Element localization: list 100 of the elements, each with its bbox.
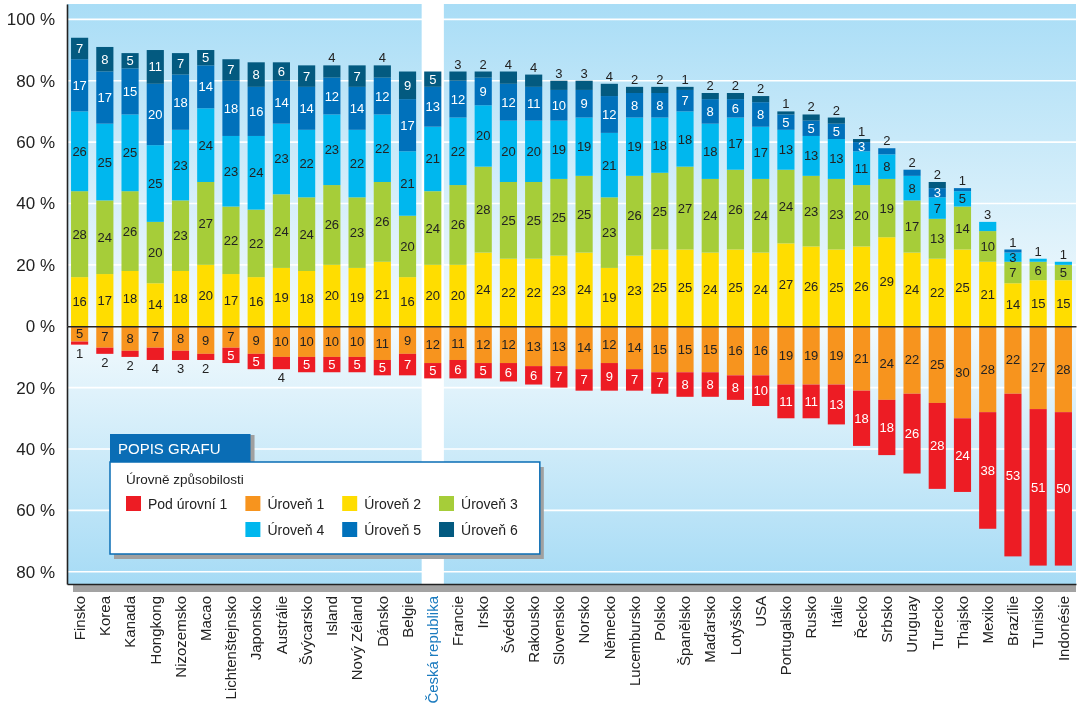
- bar: [348, 197, 366, 268]
- data-label: 17: [97, 90, 113, 106]
- data-label: 26: [854, 278, 869, 294]
- x-tick-label: Hongkong: [146, 596, 164, 665]
- x-tick-label: Tunisko: [1029, 596, 1047, 648]
- bar: [424, 126, 442, 192]
- data-label: 28: [980, 361, 995, 377]
- data-label: 22: [526, 284, 541, 300]
- data-label: 5: [328, 357, 336, 373]
- data-label: 23: [324, 142, 340, 158]
- bar: [298, 197, 316, 271]
- data-label: 25: [122, 145, 138, 161]
- data-label: 10: [324, 334, 340, 350]
- data-label: 20: [450, 288, 466, 304]
- data-label: 7: [656, 375, 664, 391]
- data-label: 4: [328, 50, 336, 66]
- bar: [71, 191, 89, 278]
- data-label: 22: [223, 232, 239, 248]
- data-label: 9: [252, 332, 260, 348]
- data-label: 3: [555, 65, 563, 81]
- data-label: 19: [778, 347, 794, 363]
- bar: [449, 185, 467, 265]
- data-label: 2: [883, 133, 891, 149]
- bar: [651, 117, 669, 173]
- bar: [625, 86, 644, 93]
- data-label: 10: [274, 334, 289, 350]
- data-label: 11: [148, 59, 163, 75]
- data-label: 24: [955, 447, 970, 463]
- x-tick-label: Německo: [600, 596, 618, 660]
- bar: [853, 185, 871, 247]
- data-label: 19: [349, 289, 365, 305]
- bar: [575, 117, 593, 176]
- data-label: 23: [803, 203, 819, 219]
- bar: [575, 80, 593, 90]
- data-label: 7: [681, 93, 689, 109]
- bar: [171, 129, 190, 201]
- data-label: 13: [803, 148, 819, 164]
- legend-title: Úrovně způsobilosti: [126, 472, 244, 487]
- data-label: 5: [429, 363, 437, 379]
- data-label: 10: [349, 334, 365, 350]
- data-label: 25: [97, 154, 113, 170]
- data-label: 9: [403, 77, 412, 93]
- data-label: 16: [728, 343, 743, 359]
- x-tick-label: Irsko: [474, 596, 492, 629]
- bar: [449, 80, 467, 118]
- data-label: 1: [958, 173, 967, 189]
- bar: [323, 114, 341, 186]
- bar: [575, 175, 593, 253]
- bar: [676, 372, 694, 397]
- data-label: 5: [429, 71, 437, 87]
- bar: [1054, 412, 1072, 566]
- y-tick-label: 20 %: [16, 255, 55, 275]
- data-label: 24: [703, 281, 718, 297]
- bar: [827, 117, 845, 124]
- data-label: 22: [450, 143, 466, 159]
- x-tick-label: Japonsko: [247, 596, 265, 661]
- x-tick-label: Uruguay: [903, 595, 921, 653]
- bar: [726, 117, 745, 170]
- data-label: 22: [904, 352, 920, 368]
- bar: [373, 114, 391, 182]
- bar: [474, 166, 492, 253]
- bar: [903, 200, 921, 253]
- x-tick-label: Lichtenštejnsko: [222, 596, 240, 700]
- data-label: 19: [803, 347, 819, 363]
- data-label: 12: [475, 337, 491, 353]
- bar: [726, 169, 745, 250]
- data-label: 20: [148, 106, 163, 122]
- bar: [197, 108, 215, 182]
- data-label: 27: [677, 200, 693, 216]
- bar: [676, 111, 694, 167]
- data-label: 11: [526, 96, 541, 112]
- bar: [651, 172, 669, 250]
- bar: [600, 132, 618, 198]
- data-label: 1: [857, 124, 866, 140]
- y-tick-label: 20 %: [16, 378, 55, 398]
- data-label: 18: [879, 419, 895, 435]
- data-label: 5: [378, 360, 386, 376]
- x-tick-label: Francie: [449, 596, 467, 647]
- data-label: 22: [930, 284, 945, 300]
- x-tick-label: Brazílie: [1004, 596, 1022, 647]
- data-label: 3: [984, 206, 992, 222]
- data-label: 6: [530, 367, 538, 383]
- x-tick-label: Portugalsko: [777, 596, 795, 676]
- data-label: 3: [1009, 249, 1017, 265]
- data-label: 7: [555, 369, 563, 385]
- data-label: 8: [908, 180, 916, 196]
- x-tick-label: USA: [751, 596, 769, 627]
- x-tick-label: Norsko: [575, 596, 593, 644]
- data-label: 20: [526, 143, 541, 159]
- data-label: 7: [176, 56, 185, 72]
- data-label: 2: [933, 166, 941, 182]
- data-label: 23: [551, 283, 567, 299]
- x-tick-label: Polsko: [651, 596, 669, 642]
- data-label: 8: [731, 380, 740, 396]
- data-label: 7: [101, 329, 109, 345]
- data-label: 19: [879, 200, 895, 216]
- x-tick-label: Lucembursko: [625, 596, 643, 687]
- bar: [953, 418, 972, 492]
- data-label: 26: [122, 223, 138, 239]
- bar: [1054, 261, 1072, 265]
